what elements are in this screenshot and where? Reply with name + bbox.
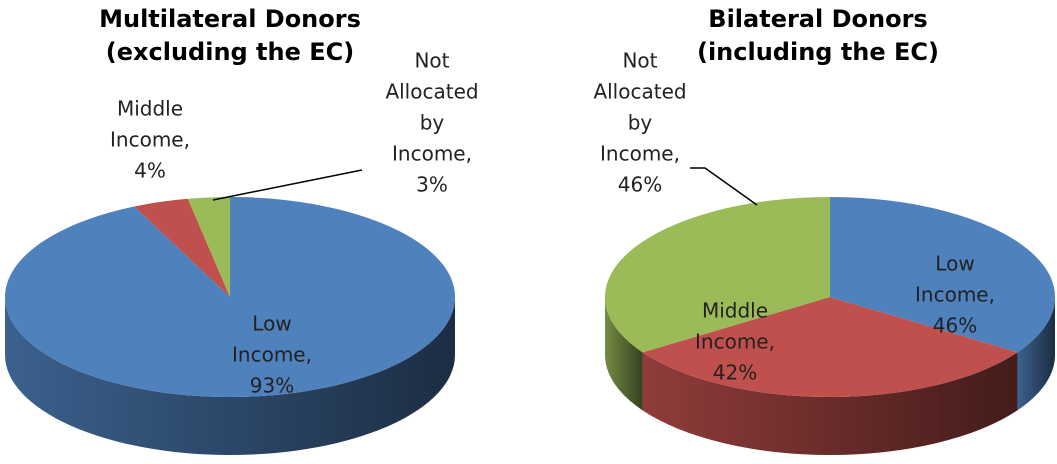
pie-side [605,297,643,411]
data-label: Not [622,49,657,73]
data-label: Not [414,49,449,73]
chart-title: Bilateral Donors [708,5,927,33]
data-label: 3% [416,173,448,197]
pie-slice [134,198,230,297]
chart-title: (excluding the EC) [106,38,354,66]
data-label: Allocated [385,80,478,104]
chart-title: Multilateral Donors [99,5,361,33]
data-label: Income, [392,142,472,166]
data-label: 46% [933,314,977,338]
chart-title: (including the EC) [697,38,939,66]
data-label: Low [935,252,974,276]
data-label: 93% [250,374,294,398]
pie-slice [187,197,230,297]
pie-side [1017,297,1055,411]
pie-side [642,352,1018,455]
pie-slice [830,197,1056,353]
pie-slice [5,197,456,398]
pie-slice [605,197,830,353]
data-label: Allocated [593,80,686,104]
leader-line [212,169,363,201]
pie-slice [642,297,1018,397]
data-label: 4% [134,159,166,183]
data-label: Income, [695,330,775,354]
pie-side [5,297,455,455]
data-label: Income, [600,142,680,166]
data-label: Low [252,312,291,336]
data-label: by [628,111,653,135]
data-label: by [420,111,445,135]
data-label: Income, [915,283,995,307]
data-label: 42% [713,361,757,385]
data-label: Middle [117,97,183,121]
data-label: Middle [702,299,768,323]
data-label: Income, [232,343,312,367]
data-label: 46% [618,173,662,197]
leader-line [690,167,758,206]
data-label: Income, [110,128,190,152]
